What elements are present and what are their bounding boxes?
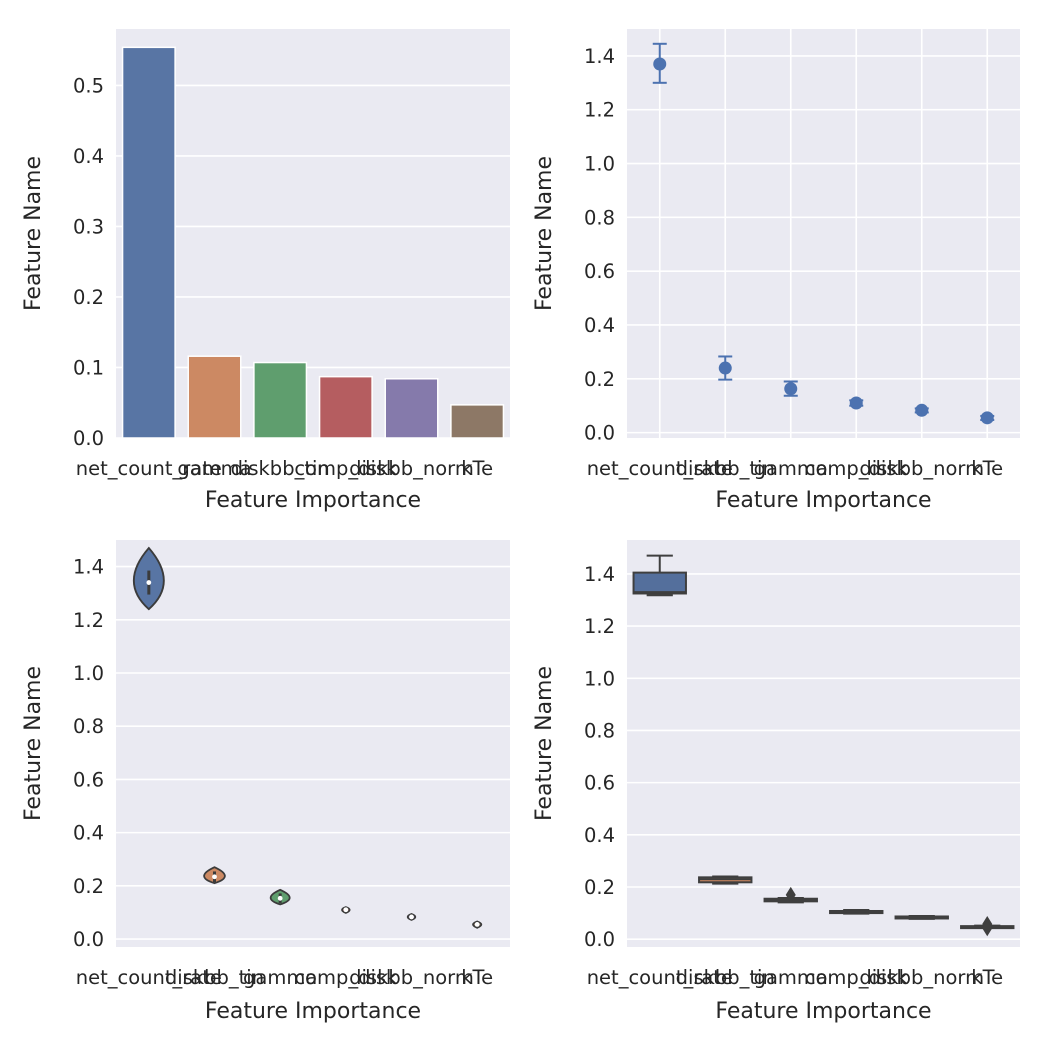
- plot-background: [627, 540, 1020, 947]
- x-tick-label: diskbb_norm: [859, 966, 984, 989]
- y-tick-label: 0.5: [73, 74, 104, 97]
- point: [653, 57, 667, 71]
- y-tick-label: 1.2: [584, 99, 615, 122]
- y-tick-label: 0.1: [73, 356, 104, 379]
- x-axis-label: Feature Importance: [715, 999, 931, 1024]
- y-tick-label: 1.4: [584, 563, 615, 586]
- y-axis-label: Feature Name: [21, 666, 46, 821]
- x-tick-label: net_count_rate: [76, 966, 222, 989]
- y-tick-label: 0.0: [584, 422, 615, 445]
- x-tick-label: comp_disk: [805, 457, 909, 480]
- bar: [450, 404, 505, 439]
- y-tick-label: 1.4: [584, 45, 615, 68]
- bar: [121, 46, 176, 439]
- y-tick-label: 1.2: [73, 609, 104, 632]
- y-tick-label: 0.2: [584, 368, 615, 391]
- y-tick-label: 0.2: [584, 876, 615, 899]
- x-tick-label: gamma: [243, 966, 317, 989]
- x-tick-label: gamma: [754, 966, 828, 989]
- x-axis-label: Feature Importance: [205, 999, 421, 1024]
- violin-median: [409, 914, 414, 920]
- y-axis-label: Feature Name: [21, 156, 46, 311]
- point: [915, 403, 929, 417]
- point: [980, 411, 994, 425]
- bar: [318, 375, 373, 439]
- violin-median: [277, 895, 283, 901]
- y-tick-label: 0.3: [73, 215, 104, 238]
- x-tick-label: net_count_rate: [76, 457, 222, 480]
- x-axis-label: Feature Importance: [715, 488, 931, 513]
- box: [632, 571, 687, 595]
- y-tick-label: 0.0: [584, 928, 615, 951]
- plot-background: [116, 29, 510, 438]
- box-plot-panel: 0.00.20.40.60.81.01.21.4net_count_ratedi…: [532, 540, 1020, 1024]
- plot-background: [627, 29, 1020, 438]
- y-tick-label: 1.0: [584, 153, 615, 176]
- y-tick-label: 0.0: [73, 928, 104, 951]
- bar-chart-panel: 0.00.10.20.30.40.5net_count_rategammadis…: [21, 29, 510, 513]
- point: [849, 396, 863, 410]
- x-tick-label: diskbb_tin: [231, 457, 330, 480]
- x-tick-label: kTe: [461, 457, 493, 480]
- x-tick-label: net_count_rate: [587, 966, 733, 989]
- y-tick-label: 0.8: [584, 719, 615, 742]
- x-tick-label: kTe: [971, 966, 1003, 989]
- x-tick-label: gamma: [177, 457, 251, 480]
- y-tick-label: 0.4: [584, 824, 615, 847]
- violin-median: [474, 921, 480, 927]
- box-outlier: [982, 920, 993, 937]
- y-tick-label: 1.4: [73, 556, 104, 579]
- x-tick-label: diskbb_tin: [676, 457, 775, 480]
- x-tick-label: diskbb_norm: [349, 966, 474, 989]
- violin-median: [212, 874, 217, 880]
- y-tick-label: 0.0: [73, 427, 104, 450]
- y-tick-label: 0.6: [73, 768, 104, 791]
- x-axis-label: Feature Importance: [205, 488, 421, 513]
- y-tick-label: 1.0: [584, 667, 615, 690]
- bar: [253, 361, 308, 439]
- y-tick-label: 0.8: [73, 715, 104, 738]
- violin-panel: 0.00.20.40.60.81.01.21.4net_count_ratedi…: [21, 540, 510, 1024]
- bar: [384, 378, 439, 439]
- y-axis-label: Feature Name: [532, 666, 557, 821]
- violin-median: [146, 580, 152, 585]
- point: [718, 361, 732, 375]
- y-tick-label: 0.6: [584, 260, 615, 283]
- y-tick-label: 0.6: [584, 772, 615, 795]
- point-errorbar-panel: 0.00.20.40.60.81.01.21.4net_count_ratedi…: [532, 29, 1020, 513]
- y-tick-label: 0.2: [73, 875, 104, 898]
- x-tick-label: diskbb_tin: [165, 966, 264, 989]
- y-tick-label: 0.2: [73, 286, 104, 309]
- y-tick-label: 1.0: [73, 662, 104, 685]
- point: [784, 382, 798, 396]
- y-tick-label: 0.8: [584, 206, 615, 229]
- x-tick-label: diskbb_norm: [349, 457, 474, 480]
- y-tick-label: 0.4: [73, 145, 104, 168]
- box-outlier: [785, 886, 796, 903]
- x-tick-label: comp_disk: [294, 966, 398, 989]
- y-tick-label: 0.4: [584, 314, 615, 337]
- x-tick-label: diskbb_tin: [676, 966, 775, 989]
- x-tick-label: comp_disk: [294, 457, 398, 480]
- x-tick-label: kTe: [971, 457, 1003, 480]
- x-tick-label: gamma: [754, 457, 828, 480]
- x-tick-label: comp_disk: [805, 966, 909, 989]
- x-tick-label: kTe: [461, 966, 493, 989]
- y-tick-label: 0.4: [73, 822, 104, 845]
- x-tick-label: diskbb_norm: [859, 457, 984, 480]
- x-tick-label: net_count_rate: [587, 457, 733, 480]
- violin-median: [343, 907, 349, 913]
- y-tick-label: 1.2: [584, 615, 615, 638]
- bar: [187, 355, 242, 439]
- plot-background: [116, 540, 510, 947]
- y-axis-label: Feature Name: [532, 156, 557, 311]
